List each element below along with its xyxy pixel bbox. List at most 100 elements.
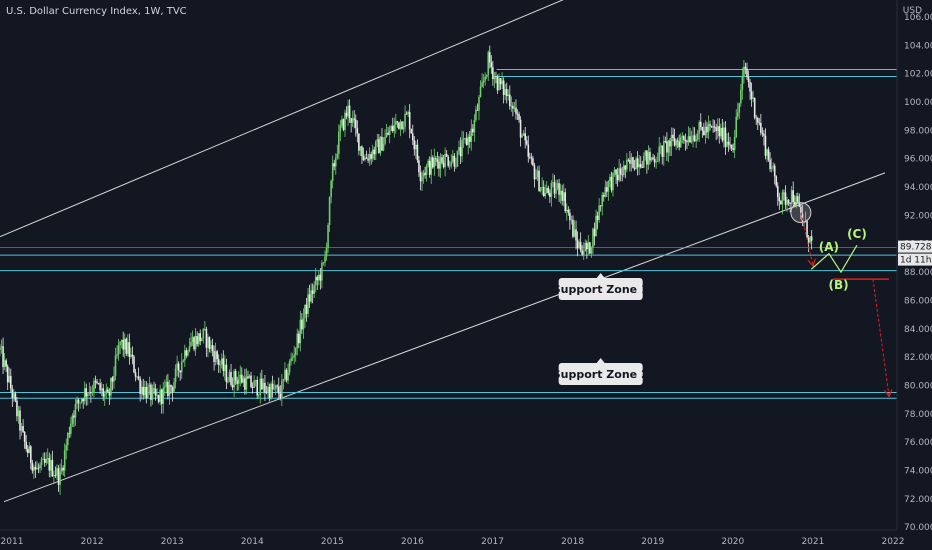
candle-body-252 [387, 132, 389, 135]
price-tick-3: 76.000 [904, 438, 932, 448]
candle-body-415 [638, 163, 640, 168]
candle-body-138 [211, 345, 214, 352]
candle-body-95 [145, 386, 148, 398]
candle-body-195 [299, 319, 302, 344]
candle-body-467 [718, 126, 721, 137]
candle-body-72 [110, 377, 112, 396]
candle-body-409 [629, 159, 631, 164]
candle-body-132 [202, 328, 205, 339]
candle-body-2 [2, 346, 4, 367]
candle-body-49 [74, 404, 77, 418]
candle-body-139 [213, 351, 215, 362]
candle-body-382 [587, 242, 590, 250]
candle-body-61 [93, 380, 95, 393]
candle-body-159 [244, 378, 246, 390]
candle-body-380 [584, 242, 587, 252]
candle-body-301 [462, 138, 465, 141]
price-tick-15: 100.000 [904, 98, 932, 108]
wave-label-text-2: (C) [847, 227, 867, 241]
candle-body-304 [467, 136, 470, 145]
candle-body-228 [350, 118, 352, 123]
candle-body-34 [51, 459, 54, 477]
candle-body-181 [277, 386, 280, 394]
candle-body-111 [170, 384, 172, 388]
candle-body-518 [797, 196, 799, 203]
candle-body-11 [16, 400, 18, 417]
candle-body-396 [609, 176, 611, 181]
candle-body-46 [70, 423, 72, 434]
candle-body-121 [185, 350, 188, 356]
candle-body-176 [270, 383, 272, 399]
candle-body-477 [733, 137, 736, 151]
candle-body-209 [321, 262, 323, 281]
candle-body-286 [439, 157, 442, 169]
support-zone-2-label-pointer [596, 358, 605, 363]
candle-body-320 [492, 67, 494, 80]
candle-body-461 [709, 124, 711, 126]
candle-body-330 [507, 94, 510, 97]
candle-body-366 [562, 192, 565, 201]
candle-body-247 [379, 136, 382, 154]
candle-body-26 [39, 465, 41, 469]
candle-body-394 [606, 187, 608, 192]
last-price-text: 89.728 [900, 243, 932, 253]
candle-body-379 [582, 251, 585, 255]
candle-body-96 [147, 387, 149, 398]
candle-body-109 [167, 381, 169, 397]
candle-body-153 [234, 371, 237, 381]
candle-body-500 [769, 159, 771, 170]
candle-body-412 [633, 167, 636, 170]
candle-body-368 [565, 209, 568, 212]
candle-body-270 [415, 144, 417, 150]
candle-body-502 [772, 165, 774, 168]
year-tick-4: 2015 [321, 537, 344, 547]
projection-arrow-2 [872, 279, 889, 395]
candle-body-313 [481, 82, 483, 87]
candle-body-475 [730, 144, 733, 148]
candle-body-227 [348, 105, 351, 119]
candle-body-283 [435, 158, 437, 160]
candle-body-55 [83, 388, 86, 402]
price-tick-13: 96.000 [904, 155, 932, 165]
candle-body-42 [63, 450, 66, 471]
candle-body-466 [716, 126, 719, 132]
candle-body-323 [496, 76, 499, 91]
candle-body-262 [402, 126, 405, 130]
candle-body-428 [658, 146, 660, 161]
candle-body-4 [5, 360, 7, 367]
candle-body-468 [720, 127, 722, 137]
candle-body-312 [479, 86, 482, 97]
candle-body-242 [371, 149, 374, 159]
year-tick-3: 2014 [241, 537, 264, 547]
year-tick-8: 2019 [641, 537, 664, 547]
candle-body-326 [501, 80, 503, 85]
trend-channel [0, 0, 886, 503]
candle-body-243 [373, 149, 376, 155]
candle-body-495 [761, 132, 764, 134]
support-zone-2-label: Support Zone 2 [553, 358, 649, 385]
wave-label-text-0: (A) [819, 240, 839, 254]
candle-body-481 [740, 89, 742, 104]
candle-body-52 [79, 402, 81, 404]
price-tick-2: 74.000 [904, 466, 932, 476]
candle-body-63 [96, 381, 98, 384]
candle-body-124 [190, 342, 192, 347]
candle-body-73 [111, 377, 114, 382]
candle-body-41 [62, 467, 64, 471]
candle-body-290 [445, 153, 448, 157]
candle-body-484 [744, 66, 747, 69]
candle-body-311 [478, 96, 480, 111]
candle-body-33 [50, 459, 52, 471]
candle-body-435 [669, 140, 671, 147]
candle-body-362 [556, 183, 559, 189]
support-resistance-zones [0, 68, 897, 399]
price-tick-11: 92.000 [904, 211, 932, 221]
candle-body-203 [311, 290, 314, 294]
candle-body-23 [34, 466, 37, 470]
candle-body-128 [196, 336, 198, 345]
candle-body-399 [613, 169, 616, 173]
candle-body-391 [601, 195, 604, 207]
candle-body-134 [205, 328, 208, 348]
candle-body-3 [3, 360, 6, 367]
